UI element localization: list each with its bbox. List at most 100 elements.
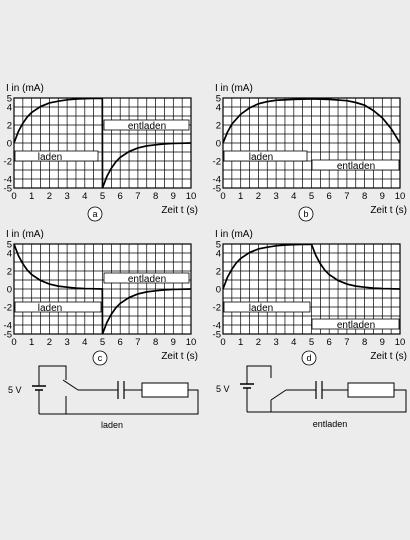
x-tick-label: 5 (100, 337, 105, 348)
wire-left (246, 365, 272, 384)
charge-label-box (14, 150, 99, 162)
battery-symbol (240, 383, 254, 389)
discharge-label: entladen (337, 320, 375, 331)
x-tick-labels: 0 1 2 3 4 5 6 7 8 9 10 (11, 337, 196, 348)
y-tick-label: -5 (4, 184, 12, 195)
x-tick-label: 10 (186, 337, 197, 348)
graph-id-circle (92, 350, 108, 366)
y-tick-label: 0 (7, 139, 12, 150)
wire-return (247, 389, 407, 413)
resistor-symbol (347, 382, 395, 398)
wire-left (38, 365, 67, 386)
discharge-label-box (311, 318, 400, 330)
y-axis-label: I in (mA) (215, 83, 253, 94)
charge-label-box (223, 301, 311, 313)
x-tick-label: 9 (380, 337, 385, 348)
x-tick-label: 0 (220, 337, 225, 348)
x-tick-label: 10 (186, 191, 197, 202)
y-tick-label: -2 (4, 157, 12, 168)
graph-id-circle (87, 206, 103, 222)
x-tick-label: 8 (362, 191, 367, 202)
x-tick-labels: 0 1 2 3 4 5 6 7 8 9 10 (220, 191, 405, 202)
circuit-caption: entladen (313, 419, 348, 429)
discharge-label: entladen (128, 274, 166, 285)
x-tick-label: 1 (238, 191, 243, 202)
y-tick-label: 5 (216, 94, 221, 105)
switch-lever (270, 389, 287, 401)
x-tick-label: 4 (82, 191, 87, 202)
x-tick-label: 3 (64, 337, 69, 348)
capacitor-symbol (315, 381, 323, 399)
current-curve (222, 243, 401, 290)
x-tick-label: 2 (47, 337, 52, 348)
x-tick-labels: 0 1 2 3 4 5 6 7 8 9 10 (11, 191, 196, 202)
y-tick-label: 5 (7, 240, 12, 251)
charge-label-box (14, 301, 102, 313)
graph-id: d (306, 353, 311, 363)
x-tick-label: 1 (238, 337, 243, 348)
x-tick-label: 9 (171, 337, 176, 348)
charge-label: laden (38, 152, 62, 163)
y-axis-label: I in (mA) (6, 83, 44, 94)
plot-frame (222, 97, 401, 189)
y-tick-label: -4 (213, 321, 221, 332)
x-tick-label: 0 (11, 337, 16, 348)
x-tick-label: 7 (344, 337, 349, 348)
charge-label: laden (249, 303, 273, 314)
discharge-label: entladen (128, 121, 166, 132)
x-tick-label: 10 (395, 191, 406, 202)
x-tick-label: 0 (11, 191, 16, 202)
x-tick-label: 2 (256, 191, 261, 202)
y-tick-label: 2 (7, 121, 12, 132)
y-tick-labels: 54 2 0 -2 -4-5 (4, 94, 12, 195)
x-tick-label: 1 (29, 191, 34, 202)
x-tick-label: 9 (380, 191, 385, 202)
wire-return (39, 389, 199, 415)
y-tick-labels: 54 2 0 -2 -4-5 (213, 94, 221, 195)
y-tick-label: -4 (4, 175, 12, 186)
y-axis-label: I in (mA) (215, 229, 253, 240)
graph-id: a (92, 209, 97, 219)
battery-symbol (32, 385, 46, 391)
discharge-label-box (103, 272, 190, 284)
x-axis-label: Zeit t (s) (161, 205, 198, 216)
voltage-label: 5 V (8, 385, 22, 395)
x-tick-label: 2 (47, 191, 52, 202)
x-tick-label: 6 (118, 337, 123, 348)
y-tick-label: 4 (216, 103, 221, 114)
y-tick-labels: 54 2 0 -2 -4-5 (4, 240, 12, 341)
x-tick-label: 7 (135, 191, 140, 202)
x-tick-label: 0 (220, 191, 225, 202)
x-tick-labels: 0 1 2 3 4 5 6 7 8 9 10 (220, 337, 405, 348)
x-tick-label: 9 (171, 191, 176, 202)
current-curve (13, 97, 192, 189)
circuit-entladen: 5 V entladen (216, 365, 407, 429)
x-tick-label: 8 (153, 337, 158, 348)
y-tick-label: -5 (213, 330, 221, 341)
discharge-label: entladen (337, 161, 375, 172)
discharge-label-box (311, 159, 400, 171)
y-axis-label: I in (mA) (6, 229, 44, 240)
current-curve (13, 243, 192, 335)
x-tick-label: 3 (273, 337, 278, 348)
switch-lever (62, 379, 79, 391)
y-tick-label: -4 (4, 321, 12, 332)
y-tick-label: 5 (216, 240, 221, 251)
circuit-caption: laden (101, 420, 123, 430)
x-tick-label: 6 (327, 337, 332, 348)
resistor-symbol (141, 382, 189, 398)
x-axis-label: Zeit t (s) (370, 351, 407, 362)
x-tick-label: 2 (256, 337, 261, 348)
x-tick-label: 5 (309, 337, 314, 348)
y-tick-label: 0 (7, 285, 12, 296)
graph-id: c (98, 353, 103, 363)
current-curve (222, 98, 401, 144)
x-tick-label: 4 (82, 337, 87, 348)
x-tick-label: 3 (64, 191, 69, 202)
x-tick-label: 10 (395, 337, 406, 348)
y-tick-label: -5 (213, 184, 221, 195)
